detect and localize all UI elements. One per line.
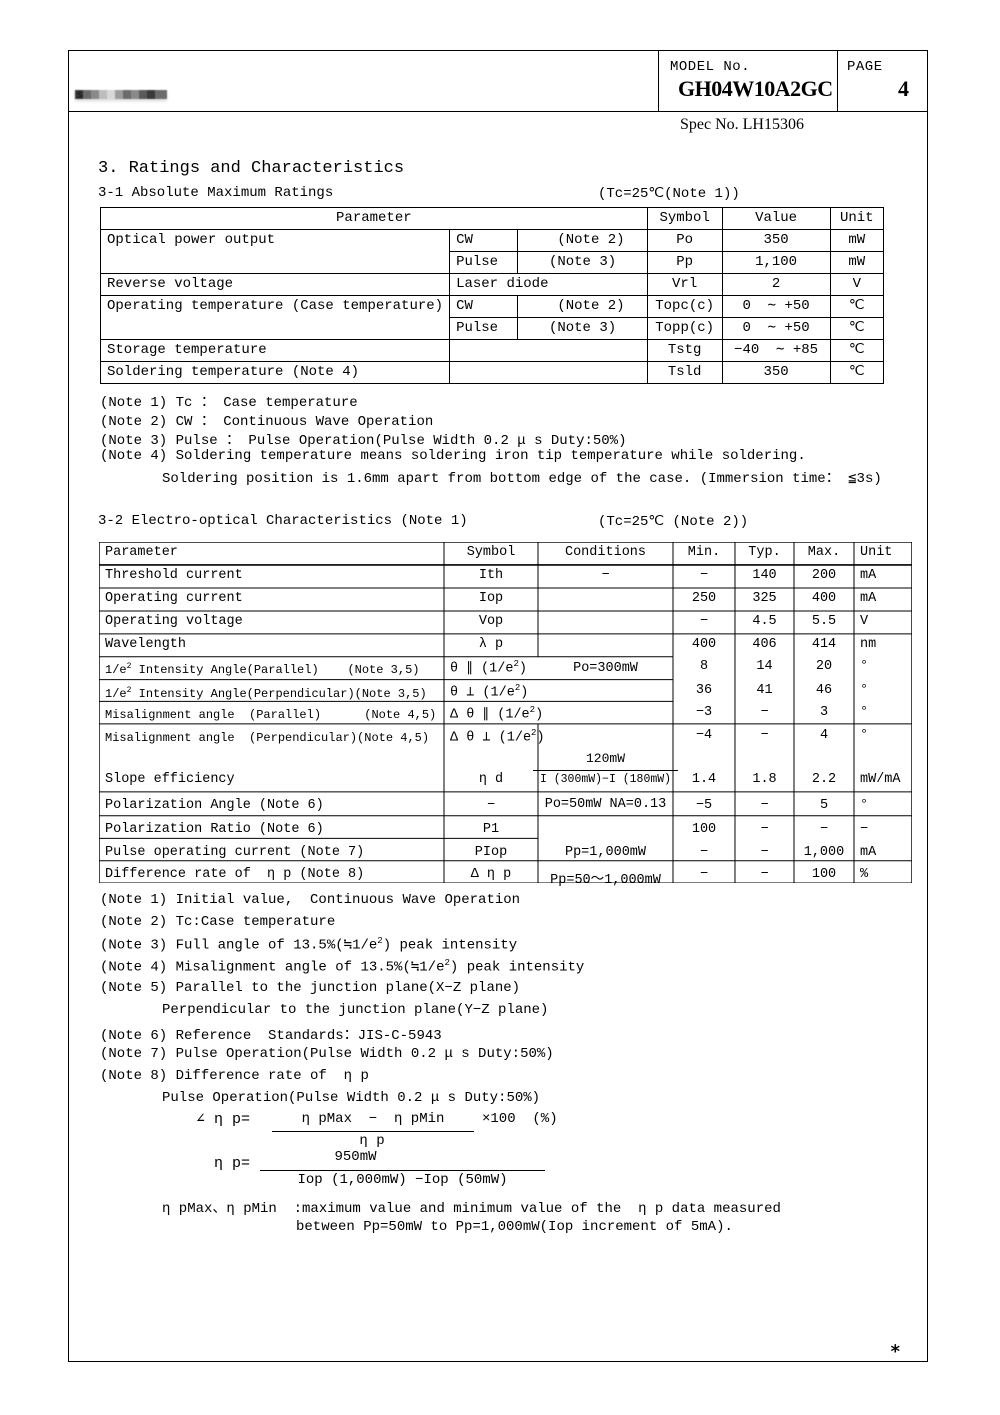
svg-text:S: S: [77, 90, 83, 99]
